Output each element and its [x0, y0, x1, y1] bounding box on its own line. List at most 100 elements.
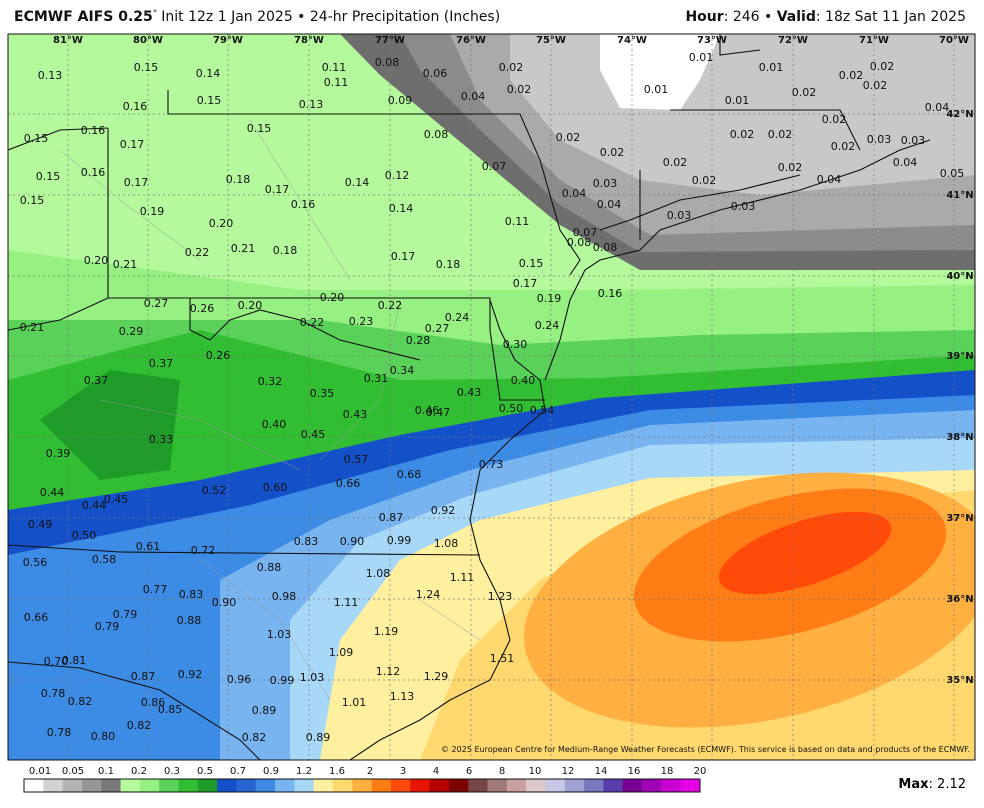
- longitude-label: 71°W: [859, 35, 889, 46]
- point-value: 0.04: [893, 156, 918, 169]
- point-value: 0.45: [301, 428, 326, 441]
- colorbar-label: 14: [595, 766, 608, 777]
- point-value: 1.08: [366, 567, 391, 580]
- max-label: Max: [898, 777, 929, 792]
- latitude-label: 38°N: [946, 432, 973, 443]
- longitude-label: 73°W: [697, 35, 727, 46]
- point-value: 0.14: [345, 176, 370, 189]
- point-value: 0.49: [28, 518, 53, 531]
- point-value: 0.44: [40, 486, 65, 499]
- colorbar-label: 0.9: [263, 766, 279, 777]
- point-value: 0.26: [206, 349, 231, 362]
- point-value: 0.07: [482, 160, 507, 173]
- point-value: 0.16: [81, 166, 106, 179]
- point-value: 0.02: [692, 174, 717, 187]
- point-value: 0.11: [322, 61, 347, 74]
- point-value: 0.35: [310, 387, 335, 400]
- point-value: 0.15: [20, 194, 45, 207]
- colorbar-swatch: [680, 779, 701, 792]
- colorbar-swatch: [101, 779, 121, 792]
- point-value: 0.57: [344, 453, 369, 466]
- colorbar-swatch: [584, 779, 604, 792]
- point-value: 0.81: [62, 654, 87, 667]
- point-value: 0.13: [38, 69, 63, 82]
- point-value: 0.02: [870, 60, 895, 73]
- colorbar-label: 1.6: [329, 766, 345, 777]
- init: Init 12z 1 Jan 2025 • 24-hr Precipitatio…: [161, 9, 500, 25]
- point-value: 0.88: [257, 561, 282, 574]
- point-value: 0.24: [535, 319, 560, 332]
- colorbar-swatch: [159, 779, 179, 792]
- colorbar-swatch: [448, 779, 469, 792]
- point-value: 0.40: [262, 418, 287, 431]
- colorbar-swatch: [545, 779, 566, 792]
- point-value: 0.04: [817, 173, 842, 186]
- point-value: 0.43: [457, 386, 482, 399]
- longitude-label: 72°W: [778, 35, 808, 46]
- colorbar-swatch: [487, 779, 508, 792]
- longitude-label: 81°W: [53, 35, 83, 46]
- header-left: ECMWF AIFS 0.25° Init 12z 1 Jan 2025 • 24…: [14, 9, 500, 25]
- colorbar-swatch: [622, 779, 643, 792]
- colorbar: 0.01 0.05 0.1 0.2 0.3 0.5 0.7 0.9 1.2 1.6 2 3 4 6 8 10 1…: [23, 766, 707, 793]
- hour-label: Hour: [685, 9, 723, 25]
- point-value: 0.27: [144, 297, 169, 310]
- point-value: 0.96: [227, 673, 252, 686]
- point-value: 0.54: [530, 404, 555, 417]
- point-value: 1.19: [374, 625, 399, 638]
- point-value: 0.77: [143, 583, 168, 596]
- point-value: 0.22: [378, 299, 403, 312]
- point-value: 0.02: [839, 69, 864, 82]
- point-value: 1.24: [416, 588, 441, 601]
- map: 0.130.15 0.14 0.110.110.080.06 0.020.020.01…: [8, 34, 975, 760]
- point-values: 0.130.15 0.14 0.110.110.080.06 0.020.020.01…: [20, 51, 965, 744]
- point-value: 0.02: [768, 128, 793, 141]
- colorbar-swatch: [178, 779, 199, 792]
- point-value: 0.15: [197, 94, 222, 107]
- hour: : 246 •: [724, 9, 777, 25]
- point-value: 0.19: [140, 205, 165, 218]
- colorbar-label: 20: [694, 766, 707, 777]
- point-value: 0.17: [120, 138, 145, 151]
- point-value: 0.87: [379, 511, 404, 524]
- point-value: 0.15: [134, 61, 159, 74]
- point-value: 0.28: [406, 334, 431, 347]
- point-value: 0.06: [423, 67, 448, 80]
- latitude-label: 40°N: [946, 271, 973, 282]
- colorbar-swatch: [62, 779, 83, 792]
- colorbar-label: 4: [433, 766, 439, 777]
- latitude-label: 37°N: [946, 513, 973, 524]
- geo-labels: 81°W 80°W 79°W 78°W 77°W 76°W 75°W 74°W 73°W 72°W…: [53, 35, 974, 686]
- point-value: 0.04: [597, 198, 622, 211]
- shade: [600, 34, 720, 110]
- point-value: 0.20: [238, 299, 263, 312]
- point-value: 0.50: [72, 529, 97, 542]
- point-value: 0.78: [41, 687, 66, 700]
- point-value: 0.58: [92, 553, 117, 566]
- point-value: 0.33: [149, 433, 174, 446]
- point-value: 0.18: [226, 173, 251, 186]
- point-value: 0.52: [202, 484, 227, 497]
- point-value: 1.09: [329, 646, 354, 659]
- colorbar-label: 0.1: [98, 766, 114, 777]
- colorbar-label: 8: [499, 766, 505, 777]
- colorbar-swatch: [333, 779, 353, 792]
- point-value: 0.03: [667, 209, 692, 222]
- latitude-label: 35°N: [946, 675, 973, 686]
- colorbar-swatch: [506, 779, 527, 792]
- borders: [8, 34, 931, 760]
- colorbar-swatch: [275, 779, 295, 792]
- point-value: 0.14: [196, 67, 221, 80]
- longitude-label: 75°W: [536, 35, 566, 46]
- colorbar-swatch: [661, 779, 681, 792]
- point-value: 1.51: [490, 652, 515, 665]
- point-value: 1.13: [390, 690, 415, 703]
- point-value: 0.02: [499, 61, 524, 74]
- point-value: 0.02: [863, 79, 888, 92]
- point-value: 1.23: [488, 590, 513, 603]
- colorbar-swatch: [352, 779, 372, 792]
- latitude-label: 41°N: [946, 190, 973, 201]
- point-value: 0.13: [299, 98, 324, 111]
- point-value: 0.15: [247, 122, 272, 135]
